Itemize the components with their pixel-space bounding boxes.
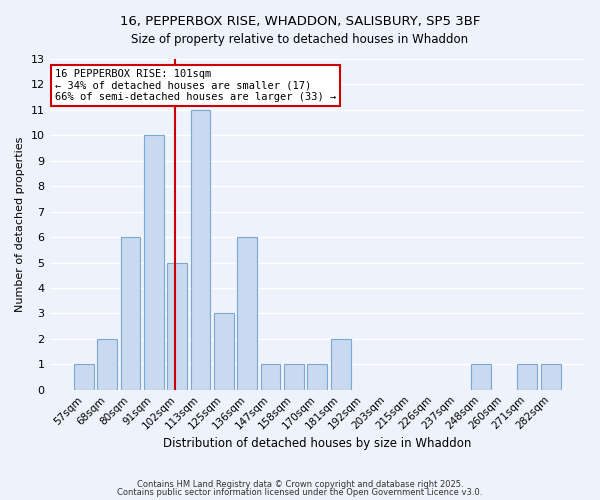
Bar xyxy=(191,110,211,390)
Bar xyxy=(214,314,234,390)
Bar xyxy=(167,262,187,390)
Bar xyxy=(307,364,327,390)
Bar xyxy=(517,364,538,390)
Text: Contains HM Land Registry data © Crown copyright and database right 2025.: Contains HM Land Registry data © Crown c… xyxy=(137,480,463,489)
Bar xyxy=(284,364,304,390)
Bar xyxy=(331,339,350,390)
Bar xyxy=(238,237,257,390)
Text: 16, PEPPERBOX RISE, WHADDON, SALISBURY, SP5 3BF: 16, PEPPERBOX RISE, WHADDON, SALISBURY, … xyxy=(120,15,480,28)
Bar xyxy=(74,364,94,390)
Bar xyxy=(471,364,491,390)
Y-axis label: Number of detached properties: Number of detached properties xyxy=(15,136,25,312)
X-axis label: Distribution of detached houses by size in Whaddon: Distribution of detached houses by size … xyxy=(163,437,472,450)
Bar xyxy=(541,364,560,390)
Text: Size of property relative to detached houses in Whaddon: Size of property relative to detached ho… xyxy=(131,32,469,46)
Text: Contains public sector information licensed under the Open Government Licence v3: Contains public sector information licen… xyxy=(118,488,482,497)
Bar xyxy=(97,339,117,390)
Bar xyxy=(144,136,164,390)
Bar xyxy=(260,364,280,390)
Bar xyxy=(121,237,140,390)
Text: 16 PEPPERBOX RISE: 101sqm
← 34% of detached houses are smaller (17)
66% of semi-: 16 PEPPERBOX RISE: 101sqm ← 34% of detac… xyxy=(55,69,336,102)
